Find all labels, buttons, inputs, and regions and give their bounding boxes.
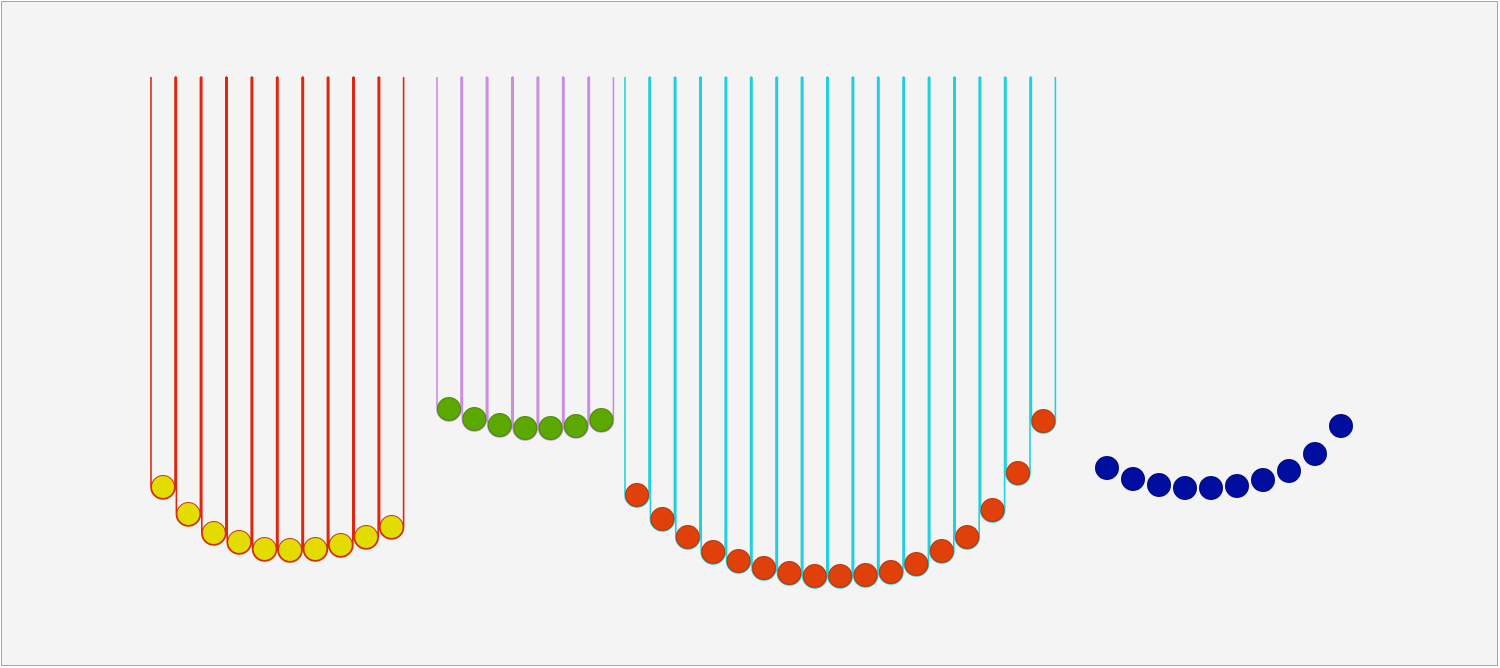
pendulum-bead: [176, 502, 201, 526]
red-pendulum-group: [150, 76, 405, 563]
pendulum-bead: [853, 563, 878, 587]
pendulum-bead: [650, 507, 675, 531]
pendulum-bead: [437, 397, 461, 421]
pendulum-bead: [379, 515, 404, 539]
pendulum-bead: [701, 540, 726, 564]
pendulum-bead: [980, 498, 1005, 522]
pendulum-bead: [1199, 476, 1223, 500]
navy-bead-group: [1095, 414, 1353, 500]
pendulum-bead: [252, 537, 277, 561]
pendulum-bead: [1173, 476, 1197, 500]
pendulum-bead: [303, 537, 328, 561]
pendulum-bead: [538, 416, 563, 440]
pendulum-bead: [929, 539, 954, 563]
pendulum-bead: [513, 416, 538, 440]
pendulum-bead: [1147, 473, 1171, 497]
pendulum-bead: [752, 556, 776, 580]
cyan-pendulum-group: [624, 76, 1057, 589]
pendulum-bead: [1095, 456, 1119, 480]
pendulum-bead: [1251, 468, 1275, 492]
pendulum-bead: [1225, 474, 1249, 498]
pendulum-bead: [1031, 409, 1056, 433]
violet-pendulum-group: [436, 76, 615, 441]
pendulum-bead: [487, 413, 512, 437]
pendulum-bead: [354, 525, 379, 549]
pendulum-bead: [1329, 414, 1353, 438]
pendulum-bead: [328, 533, 353, 557]
pendulum-bead: [879, 560, 903, 584]
pendulum-bead: [675, 525, 700, 549]
pendulum-bead: [777, 561, 802, 585]
pendulum-bead: [589, 408, 614, 432]
pendulum-bead: [1121, 467, 1145, 491]
pendulum-bead: [802, 564, 827, 588]
pendulum-bead: [1303, 442, 1327, 466]
pendulum-bead: [904, 552, 929, 576]
pendulum-bead: [1006, 461, 1030, 485]
pendulum-bead: [955, 525, 980, 549]
pendulum-bead: [564, 414, 588, 438]
pendulum-bead: [462, 407, 487, 431]
pendulum-bead: [227, 530, 252, 554]
pendulum-bead: [625, 483, 649, 507]
pendulum-bead: [201, 521, 226, 545]
pendulum-bead: [278, 538, 302, 562]
pendulum-bead: [1277, 459, 1301, 483]
pendulum-bead: [828, 564, 853, 588]
pendulum-bead: [151, 475, 175, 499]
pendulum-bead: [726, 549, 751, 573]
